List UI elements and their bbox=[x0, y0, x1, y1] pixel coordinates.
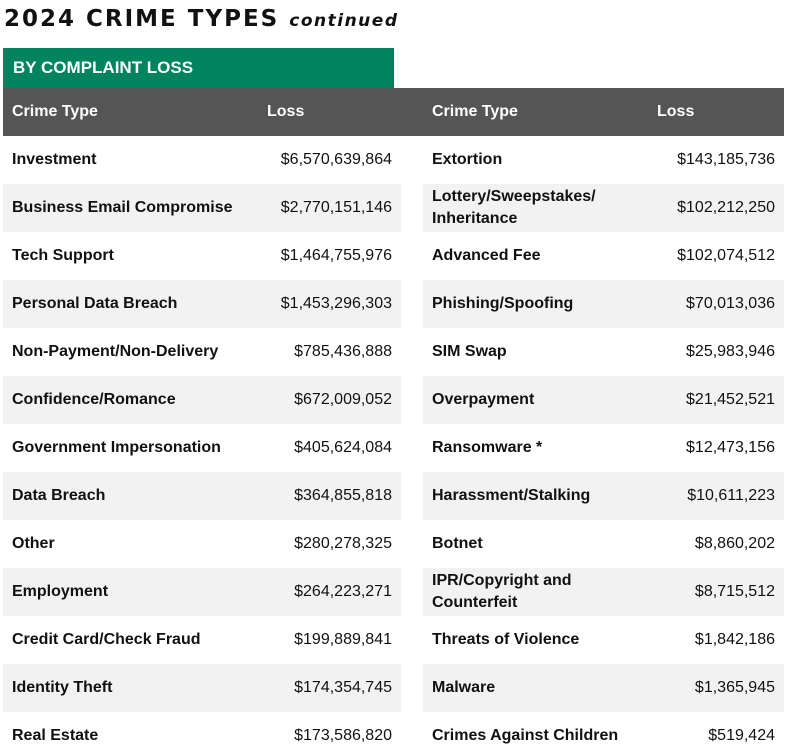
loss-cell: $143,185,736 bbox=[677, 151, 775, 168]
loss-cell: $280,278,325 bbox=[294, 535, 392, 552]
table-row: Threats of Violence $1,842,186 bbox=[423, 616, 784, 664]
table-row: IPR/Copyright and Counterfeit $8,715,512 bbox=[423, 568, 784, 616]
crime-type-cell: Threats of Violence bbox=[432, 631, 580, 648]
crime-type-cell: Other bbox=[12, 535, 55, 552]
crime-type-cell: Crimes Against Children bbox=[432, 727, 619, 744]
table-row: Employment $264,223,271 bbox=[3, 568, 401, 616]
table-row: Tech Support $1,464,755,976 bbox=[3, 232, 401, 280]
table-row: Extortion $143,185,736 bbox=[423, 136, 784, 184]
loss-cell: $519,424 bbox=[708, 727, 775, 744]
table-row: Personal Data Breach $1,453,296,303 bbox=[3, 280, 401, 328]
crime-type-cell: Credit Card/Check Fraud bbox=[12, 631, 201, 648]
table-row: Non-Payment/Non-Delivery $785,436,888 bbox=[3, 328, 401, 376]
page-title: 2024 CRIME TYPES continued bbox=[4, 6, 398, 40]
crime-type-cell: Tech Support bbox=[12, 247, 114, 264]
table-row: Government Impersonation $405,624,084 bbox=[3, 424, 401, 472]
header-loss-right: Loss bbox=[657, 103, 695, 120]
crime-type-cell: Non-Payment/Non-Delivery bbox=[12, 343, 219, 360]
table-row: Harassment/Stalking $10,611,223 bbox=[423, 472, 784, 520]
loss-cell: $264,223,271 bbox=[294, 583, 392, 600]
loss-cell: $102,074,512 bbox=[677, 247, 775, 264]
crime-type-cell: Harassment/Stalking bbox=[432, 487, 591, 504]
table-row: Confidence/Romance $672,009,052 bbox=[3, 376, 401, 424]
table-row: Business Email Compromise $2,770,151,146 bbox=[3, 184, 401, 232]
crime-type-cell: SIM Swap bbox=[432, 343, 507, 360]
loss-cell: $173,586,820 bbox=[294, 727, 392, 744]
loss-cell: $70,013,036 bbox=[686, 295, 775, 312]
crime-type-cell: Confidence/Romance bbox=[12, 391, 176, 408]
loss-cell: $8,715,512 bbox=[694, 583, 775, 600]
crime-type-cell: Employment bbox=[12, 583, 109, 600]
table-row: Other $280,278,325 bbox=[3, 520, 401, 568]
table-row: Botnet $8,860,202 bbox=[423, 520, 784, 568]
loss-cell: $1,453,296,303 bbox=[280, 295, 392, 312]
header-crime-type-left: Crime Type bbox=[12, 103, 98, 120]
title-subtitle: continued bbox=[289, 11, 399, 31]
table-row: Overpayment $21,452,521 bbox=[423, 376, 784, 424]
table-row: Phishing/Spoofing $70,013,036 bbox=[423, 280, 784, 328]
section-banner: BY COMPLAINT LOSS bbox=[3, 48, 394, 88]
crime-type-cell: Real Estate bbox=[12, 727, 99, 744]
crime-type-cell: Extortion bbox=[432, 151, 503, 168]
loss-cell: $8,860,202 bbox=[694, 535, 775, 552]
crime-type-cell: Malware bbox=[432, 679, 496, 696]
crime-type-cell: Advanced Fee bbox=[432, 247, 541, 264]
table-row: Malware $1,365,945 bbox=[423, 664, 784, 712]
loss-cell: $364,855,818 bbox=[294, 487, 392, 504]
title-main: 2024 CRIME TYPES bbox=[4, 6, 280, 32]
crime-type-cell: Identity Theft bbox=[12, 679, 113, 696]
loss-cell: $25,983,946 bbox=[686, 343, 775, 360]
table-header: Crime Type Loss Crime Type Loss bbox=[3, 88, 784, 136]
loss-cell: $1,365,945 bbox=[694, 679, 775, 696]
loss-cell: $1,842,186 bbox=[694, 631, 775, 648]
loss-cell: $6,570,639,864 bbox=[280, 151, 392, 168]
crime-type-cell: Personal Data Breach bbox=[12, 295, 178, 312]
loss-cell: $1,464,755,976 bbox=[280, 247, 392, 264]
table-row: Credit Card/Check Fraud $199,889,841 bbox=[3, 616, 401, 664]
crime-type-cell: Investment bbox=[12, 151, 97, 168]
table-left: Investment $6,570,639,864 Business Email C… bbox=[3, 136, 401, 755]
table-row: Lottery/Sweepstakes/ Inheritance $102,212… bbox=[423, 184, 784, 232]
table-row: Advanced Fee $102,074,512 bbox=[423, 232, 784, 280]
crime-type-cell: Botnet bbox=[432, 535, 483, 552]
crime-type-cell: Lottery/Sweepstakes/ Inheritance bbox=[432, 188, 596, 227]
table-row: Data Breach $364,855,818 bbox=[3, 472, 401, 520]
crime-type-cell: Phishing/Spoofing bbox=[432, 295, 574, 312]
table-row: Identity Theft $174,354,745 bbox=[3, 664, 401, 712]
table-row: Investment $6,570,639,864 bbox=[3, 136, 401, 184]
header-crime-type-right: Crime Type bbox=[432, 103, 518, 120]
loss-cell: $2,770,151,146 bbox=[280, 199, 392, 216]
loss-cell: $199,889,841 bbox=[294, 631, 392, 648]
loss-cell: $10,611,223 bbox=[687, 487, 775, 504]
loss-cell: $405,624,084 bbox=[294, 439, 392, 456]
crime-type-cell: Government Impersonation bbox=[12, 439, 221, 456]
header-loss-left: Loss bbox=[267, 103, 305, 120]
crime-type-cell: Data Breach bbox=[12, 487, 106, 504]
crime-type-cell: Ransomware * bbox=[432, 439, 543, 456]
table-right: Extortion $143,185,736 Lottery/Sweepstakes… bbox=[423, 136, 784, 755]
table-row: SIM Swap $25,983,946 bbox=[423, 328, 784, 376]
table-row: Real Estate $173,586,820 bbox=[3, 712, 401, 755]
loss-cell: $21,452,521 bbox=[686, 391, 775, 408]
crime-type-cell: Business Email Compromise bbox=[12, 199, 233, 216]
loss-cell: $174,354,745 bbox=[294, 679, 392, 696]
crime-type-cell: Overpayment bbox=[432, 391, 535, 408]
crime-type-cell: IPR/Copyright and Counterfeit bbox=[432, 572, 572, 611]
loss-cell: $785,436,888 bbox=[294, 343, 392, 360]
loss-cell: $102,212,250 bbox=[677, 199, 775, 216]
loss-cell: $12,473,156 bbox=[686, 439, 775, 456]
loss-cell: $672,009,052 bbox=[294, 391, 392, 408]
table-row: Crimes Against Children $519,424 bbox=[423, 712, 784, 755]
table-row: Ransomware * $12,473,156 bbox=[423, 424, 784, 472]
